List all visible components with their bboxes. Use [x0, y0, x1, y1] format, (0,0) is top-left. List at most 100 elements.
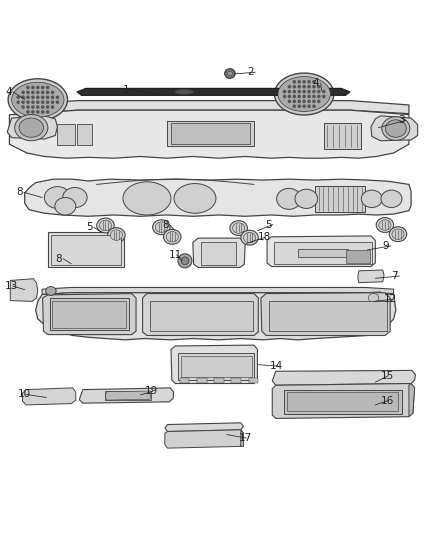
Circle shape: [57, 101, 59, 103]
Circle shape: [27, 86, 29, 88]
Ellipse shape: [174, 89, 194, 94]
Circle shape: [288, 91, 290, 93]
Circle shape: [323, 95, 325, 98]
Circle shape: [308, 80, 310, 83]
Polygon shape: [42, 294, 136, 335]
Circle shape: [313, 91, 315, 93]
Polygon shape: [42, 287, 394, 294]
Ellipse shape: [97, 218, 114, 233]
Polygon shape: [366, 292, 381, 304]
Circle shape: [293, 86, 295, 88]
Circle shape: [27, 91, 29, 93]
Bar: [49, 298, 129, 330]
Circle shape: [303, 86, 305, 88]
Circle shape: [51, 96, 53, 99]
Text: 19: 19: [145, 386, 158, 397]
Polygon shape: [10, 110, 409, 158]
Circle shape: [298, 80, 300, 83]
Bar: [180, 378, 189, 383]
Polygon shape: [25, 179, 411, 216]
Text: 8: 8: [55, 254, 62, 264]
Bar: [231, 378, 241, 383]
Text: 2: 2: [247, 67, 254, 77]
Circle shape: [46, 106, 49, 108]
Circle shape: [32, 91, 34, 93]
Ellipse shape: [230, 221, 247, 236]
Circle shape: [37, 111, 39, 113]
Polygon shape: [358, 270, 384, 282]
Polygon shape: [7, 116, 57, 139]
Circle shape: [46, 111, 49, 113]
Ellipse shape: [382, 117, 410, 140]
Polygon shape: [106, 391, 151, 400]
Ellipse shape: [389, 227, 407, 241]
Circle shape: [303, 80, 305, 83]
Circle shape: [308, 91, 310, 93]
Bar: [346, 250, 370, 263]
Bar: [269, 301, 387, 331]
Text: 7: 7: [392, 271, 398, 281]
Ellipse shape: [163, 229, 181, 244]
Circle shape: [46, 96, 49, 99]
Circle shape: [298, 91, 300, 93]
Circle shape: [46, 91, 49, 93]
Circle shape: [46, 86, 49, 88]
Circle shape: [42, 96, 44, 99]
Ellipse shape: [244, 232, 256, 243]
Text: 13: 13: [5, 281, 18, 291]
Circle shape: [32, 96, 34, 99]
Ellipse shape: [241, 230, 258, 245]
Circle shape: [293, 95, 295, 98]
Circle shape: [318, 86, 320, 88]
Bar: [201, 242, 237, 265]
Text: 4: 4: [5, 87, 12, 97]
Bar: [297, 249, 348, 257]
Circle shape: [17, 96, 19, 99]
Ellipse shape: [368, 294, 379, 302]
Ellipse shape: [275, 73, 334, 115]
Circle shape: [318, 100, 320, 102]
Polygon shape: [165, 430, 244, 448]
Circle shape: [283, 91, 286, 93]
Circle shape: [313, 100, 315, 102]
Polygon shape: [272, 384, 415, 418]
Ellipse shape: [108, 228, 125, 243]
Text: 12: 12: [384, 294, 397, 304]
Polygon shape: [79, 388, 173, 403]
Circle shape: [42, 111, 44, 113]
Ellipse shape: [99, 220, 112, 231]
Text: 9: 9: [383, 241, 389, 251]
Bar: [77, 124, 92, 145]
Bar: [274, 242, 372, 264]
Circle shape: [293, 100, 295, 102]
Ellipse shape: [8, 79, 67, 120]
Ellipse shape: [63, 188, 87, 207]
Bar: [178, 353, 254, 380]
Bar: [315, 185, 365, 212]
Circle shape: [318, 91, 320, 93]
Circle shape: [298, 86, 300, 88]
Polygon shape: [22, 388, 76, 405]
Text: 1: 1: [123, 85, 130, 95]
Ellipse shape: [381, 190, 402, 207]
Circle shape: [32, 101, 34, 103]
Ellipse shape: [278, 77, 330, 111]
Circle shape: [308, 105, 310, 107]
Ellipse shape: [227, 71, 233, 76]
Circle shape: [293, 80, 295, 83]
Ellipse shape: [46, 287, 56, 295]
Polygon shape: [241, 430, 244, 446]
Circle shape: [313, 80, 315, 83]
Bar: [197, 378, 207, 383]
Ellipse shape: [379, 220, 391, 230]
Ellipse shape: [181, 257, 189, 265]
Bar: [287, 392, 398, 411]
Ellipse shape: [376, 217, 394, 232]
Bar: [57, 124, 75, 145]
Text: 10: 10: [18, 390, 31, 399]
Circle shape: [42, 91, 44, 93]
Circle shape: [298, 95, 300, 98]
Circle shape: [42, 86, 44, 88]
Text: 3: 3: [398, 115, 405, 125]
Circle shape: [288, 100, 290, 102]
